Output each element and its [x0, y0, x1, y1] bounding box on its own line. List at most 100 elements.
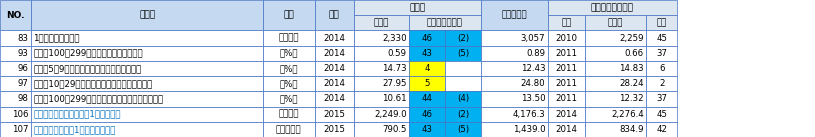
- Text: 項目名: 項目名: [139, 11, 155, 20]
- Bar: [0, 46, 31, 61]
- Text: 年度: 年度: [328, 11, 340, 20]
- Text: (5): (5): [457, 125, 469, 134]
- Bar: [0, 61, 31, 76]
- Text: 参考値（鳥取県）: 参考値（鳥取県）: [591, 3, 634, 12]
- Text: 2014: 2014: [324, 64, 345, 73]
- Bar: [315, 107, 354, 122]
- Text: 43: 43: [421, 125, 433, 134]
- Text: 2010: 2010: [556, 34, 577, 43]
- Text: 27.95: 27.95: [382, 79, 407, 88]
- Text: 5: 5: [425, 79, 430, 88]
- Text: 10.61: 10.61: [382, 94, 407, 103]
- Text: 0.89: 0.89: [526, 49, 545, 58]
- Text: 2011: 2011: [556, 79, 577, 88]
- Text: 順位: 順位: [657, 18, 667, 27]
- Text: 790.5: 790.5: [382, 125, 407, 134]
- Text: 指標値: 指標値: [374, 18, 389, 27]
- Text: 2011: 2011: [556, 49, 577, 58]
- Bar: [548, 76, 585, 91]
- Bar: [263, 91, 315, 107]
- Bar: [31, 107, 263, 122]
- Text: 24.80: 24.80: [521, 79, 545, 88]
- Bar: [354, 0, 481, 15]
- Bar: [31, 76, 263, 91]
- Bar: [263, 30, 315, 46]
- Text: 14.73: 14.73: [382, 64, 407, 73]
- Text: 2011: 2011: [556, 94, 577, 103]
- Bar: [263, 76, 315, 91]
- Bar: [31, 61, 263, 76]
- Text: （百万円）: （百万円）: [276, 125, 302, 134]
- Bar: [409, 122, 445, 137]
- Text: 従業者100～299人の事業所割合［民営］: 従業者100～299人の事業所割合［民営］: [33, 49, 143, 58]
- Text: 2014: 2014: [324, 79, 345, 88]
- Bar: [0, 30, 31, 46]
- Bar: [263, 107, 315, 122]
- Bar: [263, 122, 315, 137]
- Text: 従業者100～299人の事業所の従業者割合［民営］: 従業者100～299人の事業所の従業者割合［民営］: [33, 94, 164, 103]
- Bar: [409, 46, 445, 61]
- Bar: [354, 61, 409, 76]
- Text: 単位: 単位: [284, 11, 294, 20]
- Bar: [646, 91, 677, 107]
- Text: 2015: 2015: [324, 125, 345, 134]
- Text: 46: 46: [421, 34, 433, 43]
- Bar: [409, 61, 445, 76]
- Bar: [263, 46, 315, 61]
- Bar: [445, 107, 481, 122]
- Text: 37: 37: [656, 94, 667, 103]
- Bar: [481, 61, 548, 76]
- Text: (2): (2): [457, 34, 469, 43]
- Text: 93: 93: [18, 49, 29, 58]
- Text: 2014: 2014: [324, 34, 345, 43]
- Bar: [585, 107, 646, 122]
- Text: （%）: （%）: [280, 94, 298, 103]
- Bar: [445, 61, 481, 76]
- Text: 4,176.3: 4,176.3: [513, 110, 545, 119]
- Bar: [263, 61, 315, 76]
- Text: 従業者5～9人の事業所の従業者割合［民営］: 従業者5～9人の事業所の従業者割合［民営］: [33, 64, 142, 73]
- Bar: [315, 91, 354, 107]
- Bar: [585, 46, 646, 61]
- Bar: [646, 61, 677, 76]
- Bar: [354, 30, 409, 46]
- Text: 13.50: 13.50: [521, 94, 545, 103]
- Bar: [481, 30, 548, 46]
- Text: 97: 97: [18, 79, 29, 88]
- Text: 2,330: 2,330: [382, 34, 407, 43]
- Text: 2014: 2014: [556, 125, 577, 134]
- Text: 指標値: 指標値: [608, 18, 623, 27]
- Bar: [315, 122, 354, 137]
- Bar: [585, 91, 646, 107]
- Bar: [31, 122, 263, 137]
- Text: 6: 6: [659, 64, 664, 73]
- Text: NO.: NO.: [7, 11, 24, 20]
- Text: 順位（下から）: 順位（下から）: [427, 18, 463, 27]
- Text: (5): (5): [457, 49, 469, 58]
- Bar: [445, 76, 481, 91]
- Text: 4: 4: [425, 64, 430, 73]
- Bar: [354, 107, 409, 122]
- Bar: [315, 46, 354, 61]
- Bar: [445, 46, 481, 61]
- Text: 96: 96: [18, 64, 29, 73]
- Text: 45: 45: [656, 110, 667, 119]
- Text: 0.66: 0.66: [625, 49, 644, 58]
- Bar: [646, 76, 677, 91]
- Text: （%）: （%）: [280, 79, 298, 88]
- Bar: [481, 76, 548, 91]
- Text: （%）: （%）: [280, 49, 298, 58]
- Bar: [585, 30, 646, 46]
- Text: 年度: 年度: [562, 18, 571, 27]
- Text: (4): (4): [457, 94, 469, 103]
- Bar: [31, 0, 263, 30]
- Bar: [354, 15, 409, 30]
- Text: 107: 107: [12, 125, 29, 134]
- Bar: [481, 122, 548, 137]
- Text: 2011: 2011: [556, 64, 577, 73]
- Text: 製造品出荷額等（1事業所当たり）: 製造品出荷額等（1事業所当たり）: [33, 125, 116, 134]
- Text: 98: 98: [18, 94, 29, 103]
- Bar: [646, 15, 677, 30]
- Text: 2: 2: [659, 79, 664, 88]
- Text: 2014: 2014: [324, 94, 345, 103]
